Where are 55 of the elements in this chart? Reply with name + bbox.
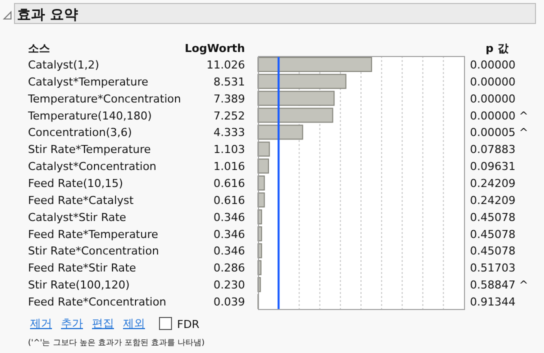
text: 0.00000 — [470, 75, 516, 88]
text: 0.58847 ^ — [470, 278, 528, 292]
text: 0.00000 ^ — [470, 109, 528, 122]
data-label: 0.286 — [214, 262, 245, 275]
text: 0.45078 — [470, 210, 516, 224]
text: 편집 — [92, 317, 114, 330]
y-tick-label: Stir Rate*Temperature — [28, 143, 152, 156]
y-tick-label: Stir Rate*Concentration — [28, 244, 159, 258]
data-label: 0.346 — [214, 228, 245, 241]
y-tick-label: Feed Rate(10,15) — [28, 177, 124, 190]
y-tick-label: Temperature*Concentration — [27, 92, 182, 106]
y-tick-label: Feed Rate*Temperature — [28, 228, 158, 241]
text: ('^'는 그보다 높은 효과가 포함된 효과를 나타냄) — [28, 338, 205, 347]
x-axis-title: LogWorth — [184, 42, 245, 55]
y-tick-label: Catalyst*Concentration — [28, 160, 156, 174]
text: 효과 요약 — [17, 7, 78, 23]
y-tick-label: Catalyst*Temperature — [28, 75, 148, 88]
data-label: 0.616 — [214, 177, 245, 190]
data-label: 0.616 — [214, 194, 245, 207]
data-label: 8.531 — [214, 75, 245, 88]
text: 제외 — [123, 317, 145, 330]
data-label: 1.103 — [214, 143, 245, 156]
y-axis-title: 소스 — [28, 42, 50, 55]
y-tick-label: Catalyst(1,2) — [28, 58, 100, 72]
text: 0.45078 — [470, 244, 516, 258]
data-label: 0.039 — [214, 296, 245, 309]
data-label: 0.230 — [214, 278, 245, 292]
data-label: 7.252 — [214, 109, 245, 122]
data-label: 11.026 — [206, 58, 245, 72]
y-tick-label: Temperature(140,180) — [27, 109, 152, 122]
text: 0.24209 — [470, 194, 516, 207]
text: FDR — [177, 318, 200, 331]
text: 0.91344 — [470, 296, 516, 309]
data-label: 0.346 — [214, 210, 245, 224]
y-tick-label: Feed Rate*Concentration — [28, 296, 166, 309]
text: 제거 — [30, 317, 52, 330]
text: 0.24209 — [470, 177, 516, 190]
text: 추가 — [61, 317, 83, 330]
data-label: 4.333 — [214, 126, 245, 140]
text: 0.00000 — [470, 92, 516, 106]
y-tick-label: Concentration(3,6) — [28, 126, 132, 140]
text: 0.00005 ^ — [470, 126, 528, 140]
y-tick-label: Feed Rate*Stir Rate — [28, 262, 136, 275]
text: 0.07883 — [470, 143, 516, 156]
data-label: 0.346 — [214, 244, 245, 258]
y-tick-label: Stir Rate(100,120) — [28, 278, 130, 292]
data-label: 7.389 — [214, 92, 245, 106]
y-tick-label: Catalyst*Stir Rate — [28, 210, 126, 224]
text: 0.09631 — [470, 160, 516, 174]
text: 0.00000 — [470, 58, 516, 72]
text: p 값 — [486, 42, 510, 55]
text: 0.51703 — [470, 262, 516, 275]
y-tick-label: Feed Rate*Catalyst — [28, 194, 134, 207]
data-label: 1.016 — [214, 160, 245, 174]
text: 0.45078 — [470, 228, 516, 241]
